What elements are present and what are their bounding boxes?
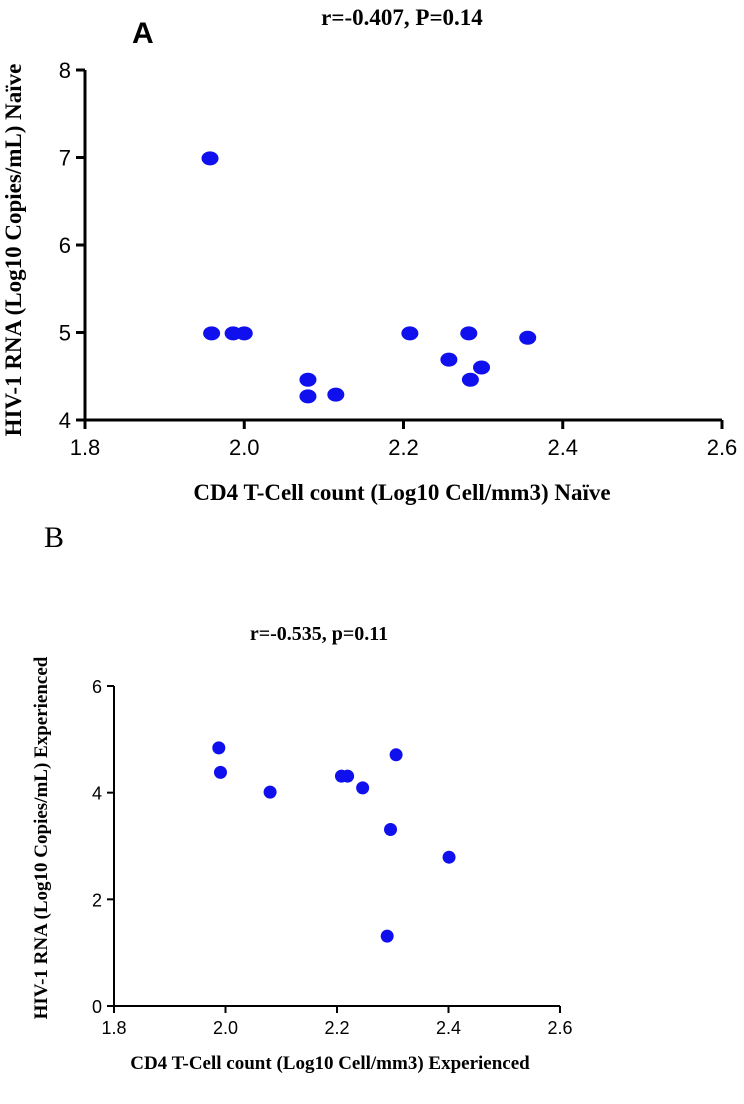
b-data-point xyxy=(213,765,227,779)
b-y-tick-label: 2 xyxy=(92,890,102,910)
a-data-point xyxy=(460,326,478,341)
b-x-tick-label: 2.6 xyxy=(547,1018,572,1038)
panel-b-title: r=-0.535, p=0.11 xyxy=(250,623,388,645)
a-y-tick-label: 5 xyxy=(59,321,71,346)
a-data-point xyxy=(461,372,479,387)
a-x-tick-label: 2.6 xyxy=(707,435,738,460)
panel-a-title: r=-0.407, P=0.14 xyxy=(321,5,483,30)
a-data-point xyxy=(401,326,419,341)
b-y-tick-label: 6 xyxy=(92,677,102,697)
a-data-point xyxy=(299,372,317,387)
a-y-tick-label: 7 xyxy=(59,146,71,171)
b-data-point xyxy=(389,748,403,762)
b-data-point xyxy=(341,769,355,783)
b-x-tick-label: 1.8 xyxy=(101,1018,126,1038)
panel-a-x-axis-label: CD4 T-Cell count (Log10 Cell/mm3) Naïve xyxy=(193,480,610,505)
a-data-point xyxy=(201,151,219,166)
a-data-point xyxy=(519,330,537,345)
b-data-point xyxy=(442,850,456,864)
panel-b-letter: B xyxy=(44,521,64,554)
a-x-tick-label: 2.4 xyxy=(547,435,578,460)
panel-b-x-axis-label: CD4 T-Cell count (Log10 Cell/mm3) Experi… xyxy=(130,1053,530,1074)
b-y-tick-label: 0 xyxy=(92,997,102,1017)
b-x-tick-label: 2.2 xyxy=(324,1018,349,1038)
a-x-tick-label: 2.0 xyxy=(229,435,260,460)
a-y-tick-label: 8 xyxy=(59,58,71,83)
panel-b-points xyxy=(212,741,456,943)
b-data-point xyxy=(263,785,277,799)
a-x-tick-label: 2.2 xyxy=(388,435,419,460)
a-data-point xyxy=(440,352,458,367)
b-x-tick-label: 2.4 xyxy=(436,1018,461,1038)
b-data-point xyxy=(356,781,370,795)
a-data-point xyxy=(473,360,491,375)
a-data-point xyxy=(203,326,221,341)
b-data-point xyxy=(380,929,394,943)
panel-a-axes: 1.8 2.0 2.2 2.4 2.6 4 5 6 7 8 xyxy=(59,58,738,460)
panel-b-axes: 1.8 2.0 2.2 2.4 2.6 0 2 4 6 xyxy=(92,677,573,1038)
panel-b-y-axis-label: HIV-1 RNA (Log10 Copies/mL) Experienced xyxy=(31,656,52,1019)
b-data-point xyxy=(384,822,398,836)
a-data-point xyxy=(327,387,345,402)
panel-a: A r=-0.407, P=0.14 HIV-1 RNA (Log10 Copi… xyxy=(1,5,737,505)
b-y-tick-label: 4 xyxy=(92,784,102,804)
a-data-point xyxy=(299,389,317,404)
panel-b: B r=-0.535, p=0.11 HIV-1 RNA (Log10 Copi… xyxy=(31,521,573,1074)
a-y-tick-label: 6 xyxy=(59,233,71,258)
panel-a-letter: A xyxy=(132,17,154,50)
b-x-tick-label: 2.0 xyxy=(213,1018,238,1038)
a-y-tick-label: 4 xyxy=(59,408,71,433)
b-data-point xyxy=(212,741,226,755)
panel-a-y-axis-label: HIV-1 RNA (Log10 Copies/mL) Naïve xyxy=(1,64,26,437)
a-data-point xyxy=(235,326,253,341)
a-x-tick-label: 1.8 xyxy=(70,435,101,460)
panel-a-points xyxy=(201,151,537,404)
